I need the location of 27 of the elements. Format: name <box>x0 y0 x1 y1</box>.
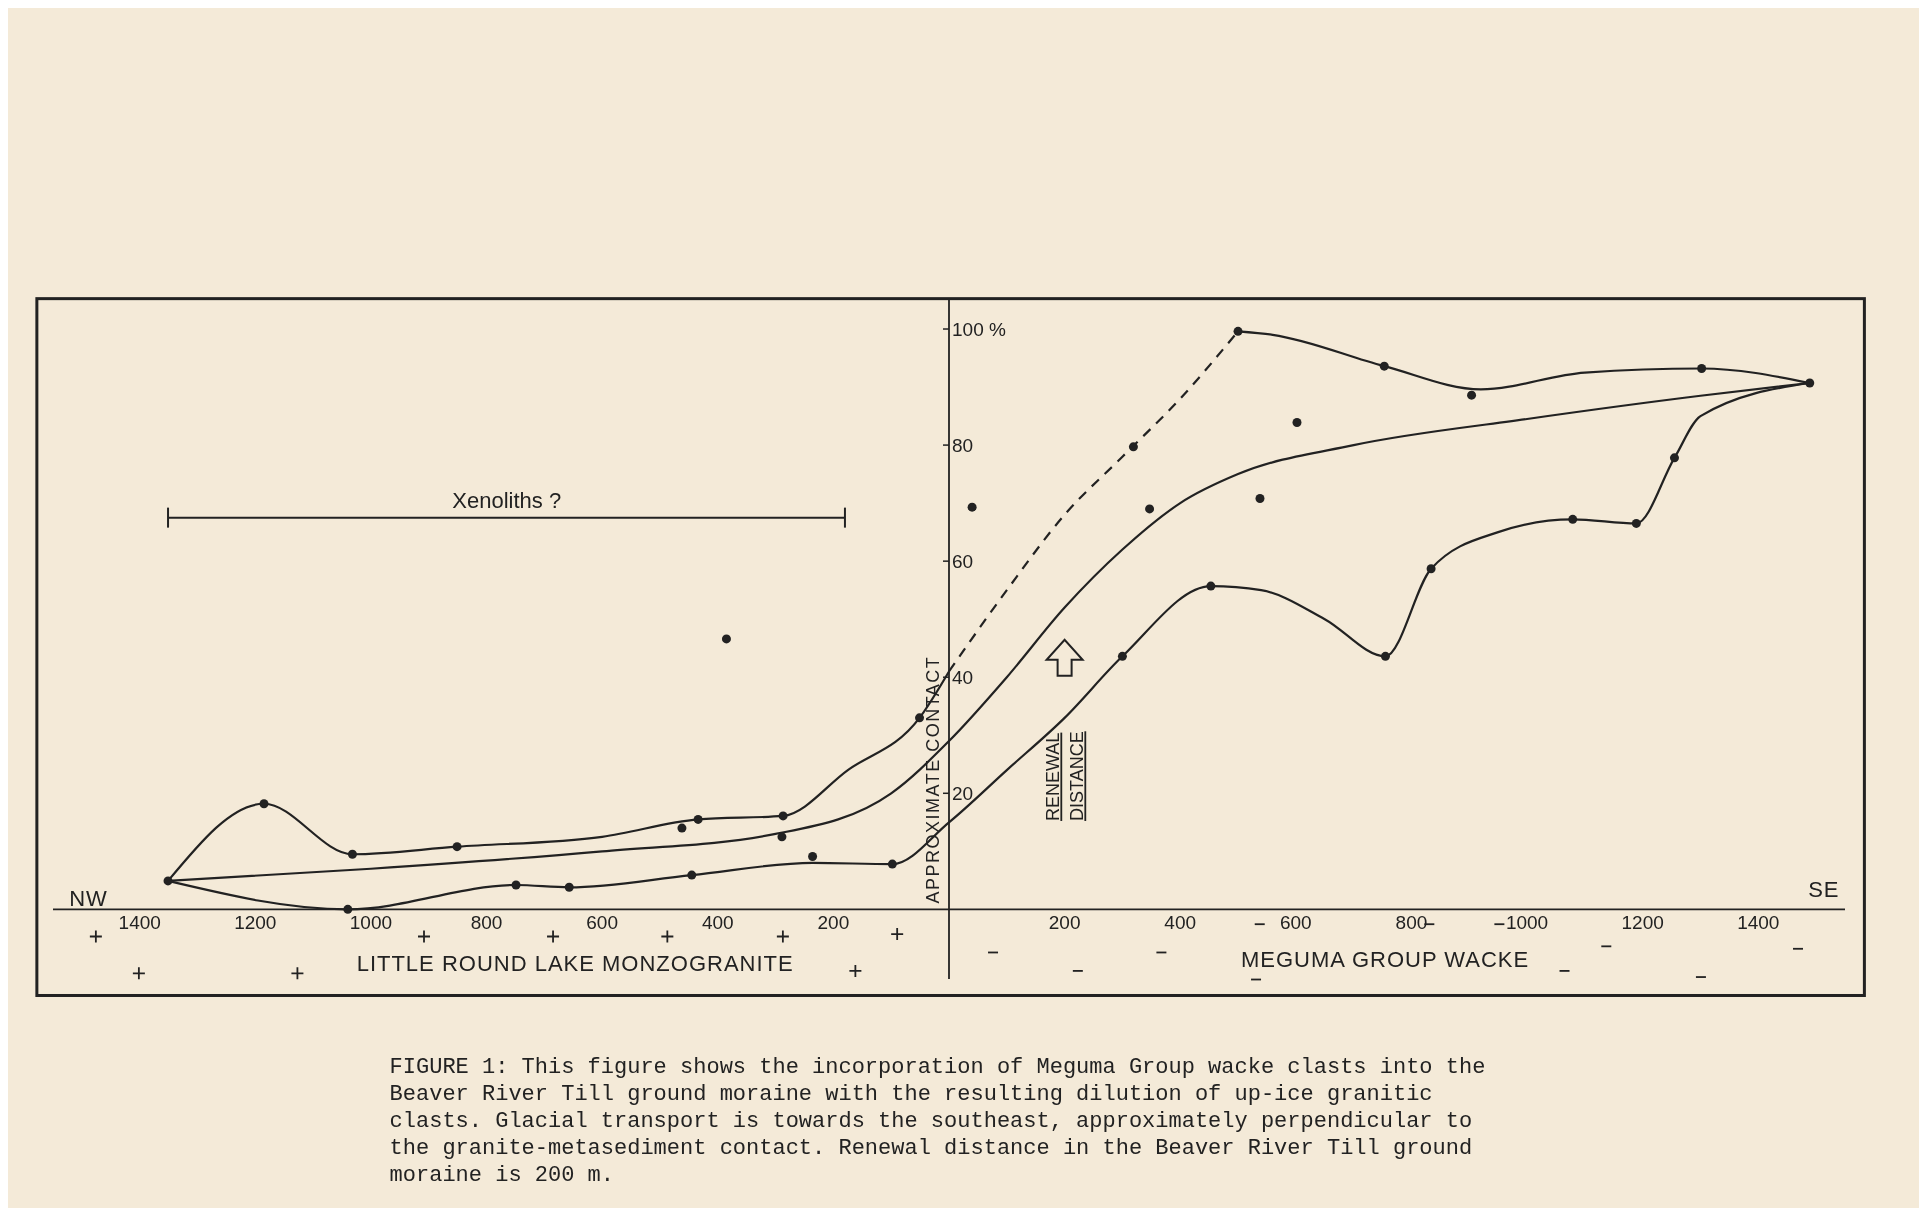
x-tick-label: 800 <box>1395 912 1428 934</box>
annotation: RENEWAL DISTANCE <box>1043 731 1088 821</box>
annotation: LITTLE ROUND LAKE MONZOGRANITE <box>356 950 794 976</box>
annotation: NW <box>69 885 108 911</box>
x-tick-label: 400 <box>1164 912 1197 934</box>
x-tick-label: 1000 <box>1505 912 1549 934</box>
x-tick-label: 600 <box>586 912 619 934</box>
x-tick-label: 1200 <box>1621 912 1664 934</box>
x-tick-label: 200 <box>817 912 850 934</box>
x-tick-label: 1400 <box>1737 912 1780 934</box>
x-tick-label: 600 <box>1279 912 1312 934</box>
x-tick-label: 200 <box>1048 912 1081 934</box>
x-tick-label: 1000 <box>349 912 393 934</box>
annotation: SE <box>1808 877 1840 903</box>
annotation: Xenoliths ? <box>452 487 562 513</box>
caption: FIGURE 1: This figure shows the incorporation of Meguma Group wacke clasts into the Beaver River Till ground moraine with the resulting dilution of up-ice granitic clasts. Glacial transport is towards the southeast, approximately perpendicular to the granite-metasediment contact. Renewal distance in the Beaver River Till ground moraine is 200 m. <box>389 1054 1487 1190</box>
x-tick-label: 1200 <box>234 912 277 934</box>
y-tick-label: 80 <box>952 434 974 456</box>
y-tick-label: 20 <box>952 782 974 804</box>
annotation: MEGUMA GROUP WACKE <box>1241 947 1530 973</box>
x-tick-label: 1400 <box>118 912 161 934</box>
x-tick-label: 400 <box>701 912 734 934</box>
y-tick-label: 40 <box>952 666 974 688</box>
y-tick-label: 60 <box>952 550 974 572</box>
y-tick-label: 100 % <box>952 318 1006 340</box>
annotation: APPROXIMATE CONTACT <box>923 655 943 904</box>
x-tick-label: 800 <box>470 912 503 934</box>
